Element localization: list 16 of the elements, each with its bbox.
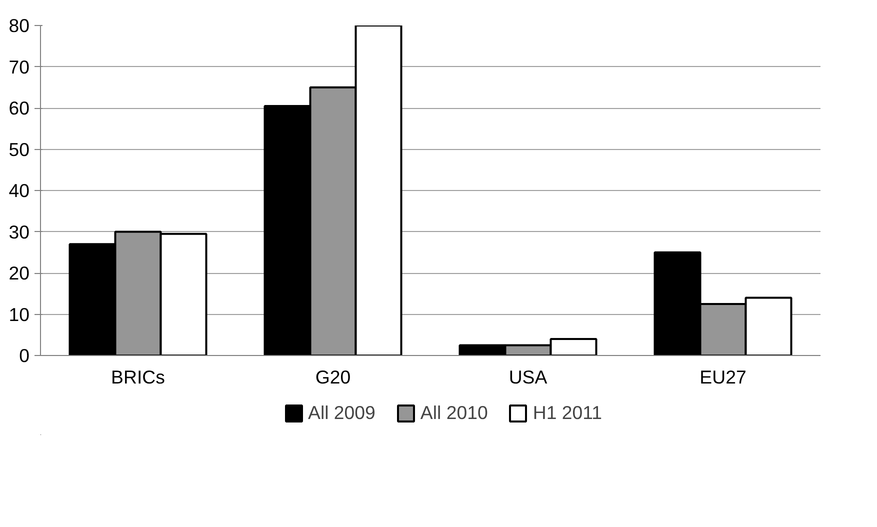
x-tick-label: G20 — [315, 366, 351, 388]
y-tick-label: 20 — [8, 262, 30, 284]
legend-label: All 2009 — [308, 402, 376, 424]
y-tick-label: 40 — [8, 180, 30, 201]
y-tick-label: 60 — [8, 98, 30, 118]
legend-label: All 2010 — [420, 402, 488, 424]
y-tick-label: 0 — [19, 345, 30, 366]
legend-label: H1 2011 — [532, 402, 602, 424]
x-tick-label: EU27 — [700, 366, 746, 388]
x-tick-label: USA — [508, 366, 548, 388]
x-tick-label: BRICs — [111, 366, 165, 388]
y-tick-label: 80 — [8, 15, 30, 36]
y-tick-label: 10 — [8, 304, 30, 325]
y-tick-label: 70 — [8, 56, 30, 78]
y-tick-label: 50 — [8, 138, 30, 160]
y-tick-label: 30 — [8, 221, 30, 242]
